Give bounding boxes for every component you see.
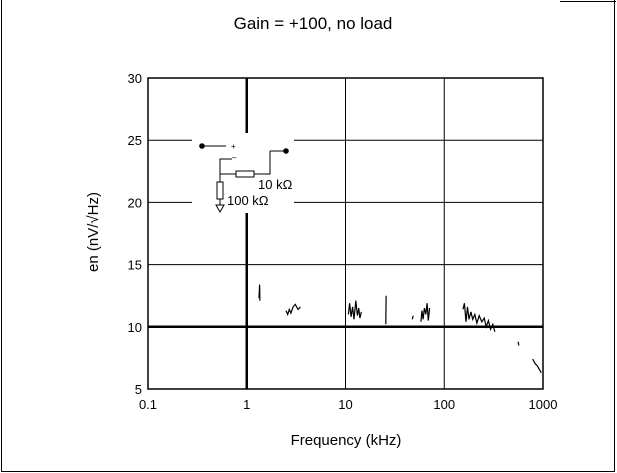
grid: [147, 77, 544, 390]
y-tick-label: 15: [128, 258, 142, 273]
output-terminal-icon: [283, 148, 289, 154]
y-tick-label: 20: [128, 195, 142, 210]
noise-trace-segment: [245, 305, 248, 308]
x-tick-label: 0.1: [139, 397, 157, 412]
noise-trace-segment: [420, 303, 431, 322]
x-tick-label: 10: [338, 397, 352, 412]
y-tick-label: 30: [128, 71, 142, 86]
plus-sign-icon: +: [231, 142, 236, 151]
y-tick-label: 5: [135, 382, 142, 397]
noise-trace-segment: [347, 300, 362, 320]
feedback-resistor-label: 10 kΩ: [258, 177, 293, 192]
feedback-resistor-icon: [235, 170, 255, 178]
circuit-inset: + – 10 kΩ 100 kΩ: [192, 133, 294, 214]
y-tick-label: 10: [128, 320, 142, 335]
chart-title: Gain = +100, no load: [234, 14, 393, 33]
minus-sign-icon: –: [232, 153, 237, 162]
feedback-return-wire: [254, 151, 271, 175]
x-tick-labels: 0.1 1 10 100 1000: [139, 397, 558, 412]
noise-trace-segment: [517, 341, 520, 346]
noise-trace-segment: [462, 303, 496, 332]
x-tick-label: 1: [243, 397, 250, 412]
y-tick-labels: 5 10 15 20 25 30: [128, 71, 142, 397]
ground-resistor-label: 100 kΩ: [227, 193, 269, 208]
x-tick-label: 100: [433, 397, 455, 412]
noise-trace-segment: [258, 284, 261, 301]
ground-icon: [215, 204, 225, 214]
noise-trace-segment: [411, 315, 414, 320]
data-series: [245, 284, 542, 374]
x-axis-label: Frequency (kHz): [291, 432, 402, 449]
frame-top-edge: [560, 1, 616, 2]
x-tick-label: 1000: [529, 397, 558, 412]
feedback-wire: [219, 158, 236, 175]
y-tick-label: 25: [128, 133, 142, 148]
noise-trace-segment: [285, 303, 301, 317]
noise-trace-segment: [532, 358, 542, 374]
y-axis-label: en (nV/√Hz): [85, 192, 102, 272]
ground-resistor-icon: [216, 181, 224, 200]
